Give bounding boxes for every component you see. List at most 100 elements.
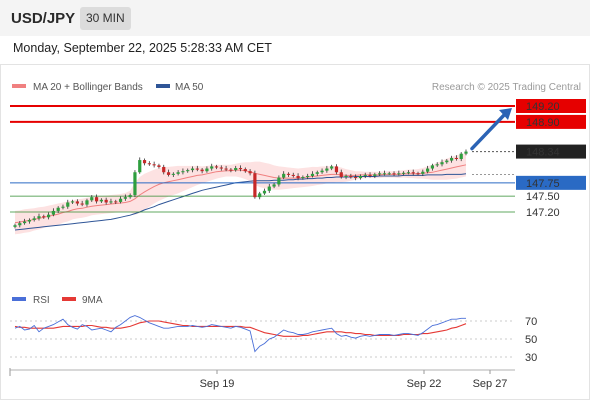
candle-body: [416, 173, 420, 175]
candle-body: [51, 210, 55, 215]
candle-body: [229, 169, 233, 171]
candle-body: [459, 153, 463, 159]
rsi-panel: 70 50 30: [10, 315, 537, 364]
candle-body: [238, 168, 243, 170]
candle-body: [61, 206, 65, 208]
candle-body: [363, 174, 367, 176]
candle-body: [85, 200, 89, 205]
candle-body: [190, 168, 195, 171]
candle-body: [181, 171, 185, 173]
legend-ma20-label: MA 20 + Bollinger Bands: [33, 82, 143, 93]
candles-layer: [13, 149, 468, 229]
candle-body: [445, 160, 449, 163]
candle-body: [354, 177, 358, 179]
candle-body: [138, 160, 142, 173]
candle-body: [123, 197, 127, 199]
candle-body: [392, 173, 396, 175]
target-label-5: 147.20: [526, 207, 560, 219]
x-tick-label: Sep 27: [473, 378, 508, 390]
support-label-box-3: [516, 175, 586, 190]
candle-body: [195, 168, 199, 170]
candle-body: [306, 175, 310, 178]
last-price-label-box: [516, 144, 586, 159]
candle-body: [450, 157, 454, 161]
symbol-title: USD/JPY: [11, 10, 76, 27]
time-axis: Sep 19 Sep 22 Sep 27: [9, 368, 515, 390]
candle-body: [310, 173, 315, 176]
candle-body: [320, 170, 324, 173]
candle-body: [248, 171, 252, 174]
candle-body: [13, 225, 17, 227]
candle-body: [334, 166, 339, 173]
candle-body: [291, 174, 295, 176]
rsi-tick-70: 70: [525, 316, 537, 328]
candle-body: [464, 151, 468, 154]
candle-body: [267, 186, 271, 191]
candle-body: [382, 173, 387, 175]
candle-body: [147, 163, 151, 165]
candle-body: [282, 173, 286, 178]
candle-body: [90, 197, 94, 201]
candle-body: [75, 201, 79, 204]
bollinger-band-area: [15, 153, 466, 235]
candle-body: [224, 168, 228, 170]
candle-body: [387, 173, 391, 175]
candle-body: [37, 216, 41, 219]
candle-body: [210, 166, 214, 169]
candle-body: [99, 199, 103, 202]
candle-body: [454, 157, 459, 159]
legend-rsi-swatch: [12, 297, 26, 301]
candle-body: [109, 201, 113, 203]
candle-body: [378, 173, 382, 175]
candle-body: [277, 177, 281, 185]
projection-arrow-head: [499, 108, 512, 120]
projection-arrow-shaft: [470, 111, 508, 151]
candle-body: [205, 168, 209, 172]
candle-body: [301, 177, 305, 179]
candle-body: [114, 201, 118, 203]
candle-body: [70, 201, 75, 203]
candle-body: [133, 172, 137, 196]
datetime-label: Monday, September 22, 2025 5:28:33 AM CE…: [13, 41, 272, 55]
resistance-label-box-1: [516, 114, 586, 129]
candle-body: [296, 175, 300, 179]
candle-body: [397, 173, 401, 175]
ma50-line: [14, 173, 467, 231]
target-label-4: 147.50: [526, 191, 560, 203]
candle-body: [22, 221, 27, 224]
candle-body: [325, 168, 329, 171]
resistance-label-0: 149.20: [526, 101, 560, 113]
candle-body: [330, 166, 334, 169]
candle-body: [27, 219, 31, 222]
rsi-9ma-line: [14, 320, 467, 337]
rsi-tick-50: 50: [525, 334, 537, 346]
candle-body: [42, 216, 46, 218]
candle-body: [152, 164, 156, 166]
rsi-line: [14, 315, 466, 353]
candle-body: [373, 174, 377, 176]
last-price-label: 148.34: [526, 147, 560, 159]
candle-body: [315, 172, 319, 174]
rsi-tick-30: 30: [525, 352, 537, 364]
candle-body: [162, 166, 166, 173]
candle-body: [286, 173, 291, 175]
candle-body: [142, 160, 147, 164]
candle-body: [94, 197, 99, 202]
credit-text: Research © 2025 Trading Central: [432, 82, 581, 93]
resistance-label-1: 148.90: [526, 117, 560, 129]
candle-body: [46, 214, 51, 218]
candle-body: [186, 170, 190, 172]
candle-body: [104, 199, 108, 203]
candle-body: [426, 168, 430, 172]
candle-body: [406, 172, 411, 174]
candle-body: [430, 165, 435, 169]
candle-body: [402, 172, 406, 174]
candle-body: [243, 169, 247, 172]
candle-body: [421, 171, 425, 174]
timeframe-button[interactable]: 30 MIN: [80, 7, 131, 30]
legend-9ma-swatch: [62, 297, 76, 301]
legend-9ma-label: 9MA: [82, 295, 103, 306]
candle-body: [200, 169, 204, 172]
x-tick-label: Sep 22: [407, 378, 442, 390]
